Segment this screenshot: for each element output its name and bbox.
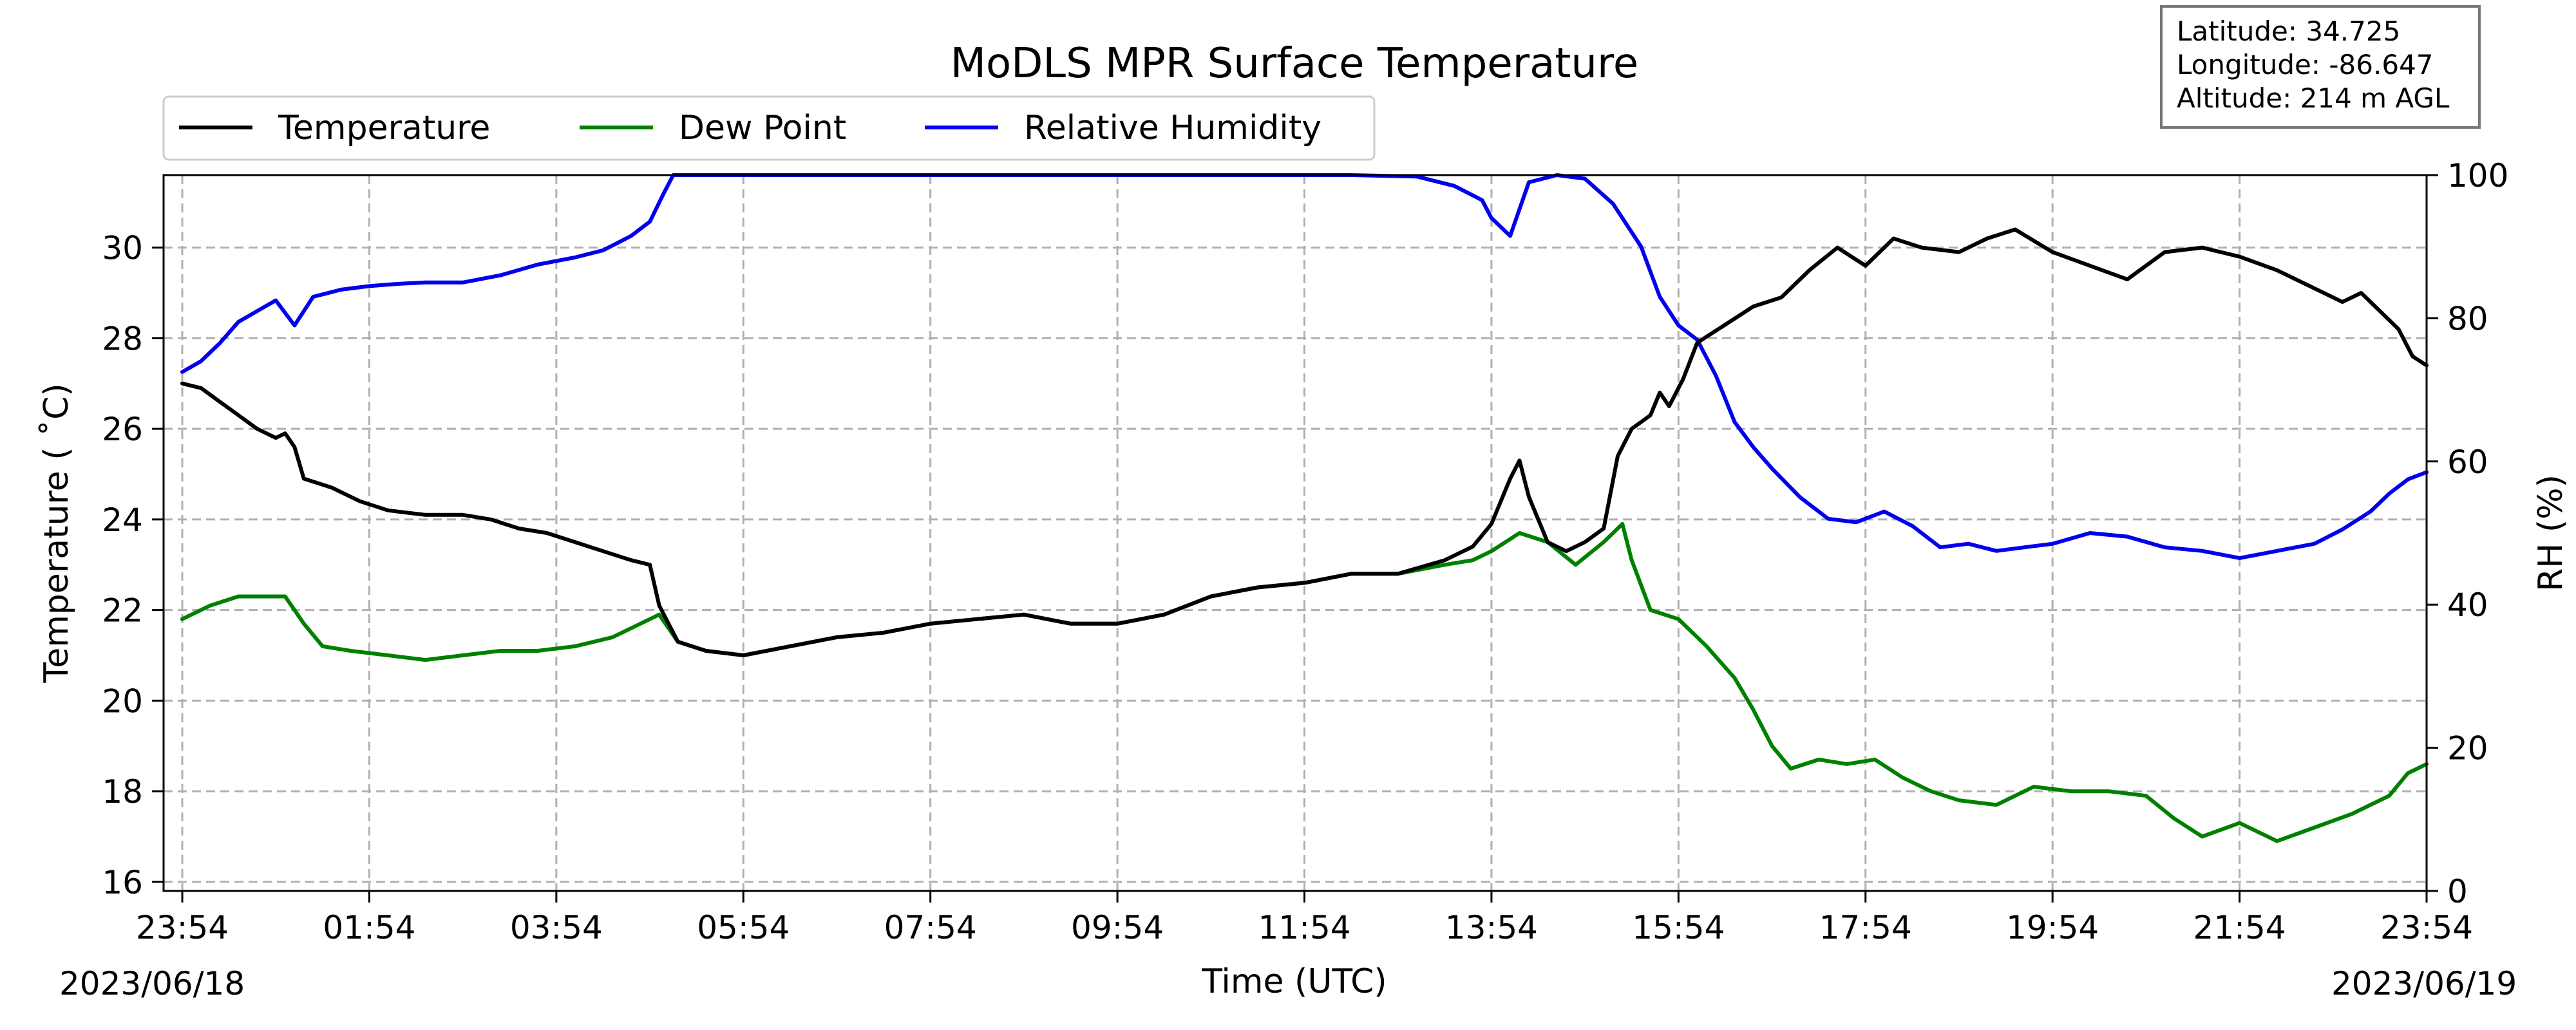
y-axis-right: 0 20 40 60 80 100 — [2427, 157, 2508, 910]
y-left-tick-label: 28 — [102, 320, 143, 357]
y-left-tick-label: 26 — [102, 411, 143, 448]
x-tick-label: 23:54 — [136, 909, 229, 946]
y-left-tick-label: 30 — [102, 230, 143, 267]
y-left-tick-label: 22 — [102, 592, 143, 630]
plot-frame — [162, 174, 2428, 892]
legend-label-dew-point: Dew Point — [679, 109, 846, 147]
info-latitude: Latitude: 34.725 — [2177, 15, 2400, 47]
chart-title: MoDLS MPR Surface Temperature — [951, 40, 1638, 88]
x-tick-label: 13:54 — [1445, 909, 1538, 946]
series-line-relative-humidity — [180, 173, 2429, 560]
date-end-label: 2023/06/19 — [2331, 965, 2517, 1002]
x-tick-label: 17:54 — [1819, 909, 1912, 946]
y-left-tick-label: 20 — [102, 682, 143, 720]
info-longitude: Longitude: -86.647 — [2177, 49, 2434, 80]
x-axis: 23:54 01:54 03:54 05:54 07:54 09:54 11:54 13:54… — [136, 891, 2473, 946]
y-right-tick-label: 0 — [2447, 873, 2468, 910]
y-right-tick-label: 20 — [2447, 730, 2488, 767]
legend-label-temperature: Temperature — [278, 109, 490, 147]
y-right-tick-label: 60 — [2447, 444, 2488, 481]
y-axis-right-label: RH (%) — [2532, 474, 2570, 592]
x-tick-label: 01:54 — [323, 909, 415, 946]
x-tick-label: 23:54 — [2380, 909, 2473, 946]
info-altitude: Altitude: 214 m AGL — [2177, 82, 2450, 114]
info-box-frame — [2160, 5, 2481, 129]
y-left-tick-label: 24 — [102, 501, 143, 539]
x-tick-label: 15:54 — [1632, 909, 1725, 946]
y-axis-left-label: Temperature ( ˚C) — [37, 383, 76, 683]
y-right-tick-label: 100 — [2447, 157, 2508, 194]
info-box: Latitude: 34.725 Longitude: -86.647 Alti… — [2160, 5, 2481, 129]
legend: Temperature Dew Point Relative Humidity — [162, 95, 1376, 161]
series-lines — [180, 173, 2429, 843]
legend-label-relative-humidity: Relative Humidity — [1024, 109, 1321, 147]
y-right-tick-label: 40 — [2447, 586, 2488, 624]
y-left-tick-label: 16 — [102, 864, 143, 901]
series-line-temperature — [180, 227, 2429, 657]
legend-box — [162, 95, 1376, 161]
y-left-tick-label: 18 — [102, 773, 143, 810]
y-axis-left: 16 18 20 22 24 26 28 30 — [102, 230, 164, 901]
x-axis-label: Time (UTC) — [1201, 962, 1387, 1001]
x-tick-label: 19:54 — [2006, 909, 2099, 946]
x-tick-label: 21:54 — [2193, 909, 2286, 946]
date-start-label: 2023/06/18 — [59, 965, 245, 1002]
x-tick-label: 09:54 — [1071, 909, 1164, 946]
x-tick-label: 03:54 — [510, 909, 603, 946]
x-tick-label: 05:54 — [697, 909, 790, 946]
x-tick-label: 11:54 — [1258, 909, 1350, 946]
x-tick-label: 07:54 — [884, 909, 977, 946]
y-right-tick-label: 80 — [2447, 300, 2488, 337]
series-line-dew-point — [180, 521, 2429, 843]
